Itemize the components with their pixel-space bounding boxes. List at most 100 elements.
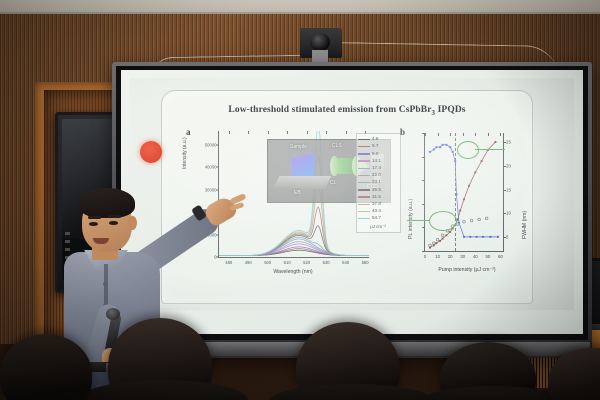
panel-b-axes: 0 10 20 30 40 50 60 5 10 15 20 25 (407, 133, 511, 259)
legend-entry: 22.0 (358, 172, 398, 179)
slide-title-text: Low-threshold stimulated emission from C… (228, 105, 432, 115)
panel-a-x-tick: 540 (342, 260, 350, 265)
panel-a-legend: 4.5 6.7 9.0 14.1 17.4 22.0 23.1 26.5 31.5 37.8 43.… (356, 133, 401, 234)
panel-b-x-tick: 40 (472, 254, 478, 259)
panel-a-x-tick-mark (248, 131, 250, 134)
panel-b-data-point (449, 146, 452, 149)
legend-label: 14.1 (372, 157, 381, 163)
panel-a-y-tick: 40000 (204, 164, 217, 170)
slide-title-subscript: 3 (431, 108, 436, 117)
panel-a-y-tick-mark (216, 189, 219, 190)
inset-label-cl: CL (330, 180, 337, 186)
legend-label: 26.5 (372, 186, 381, 192)
panel-b-left-y-tick-mark (422, 203, 425, 205)
panel-b-open-data-point (441, 233, 445, 237)
panel-b-x-tick-mark (437, 133, 439, 136)
panel-b-left-y-tick-mark (422, 227, 425, 229)
panel-b-open-data-point (456, 222, 460, 226)
inset-beam (338, 158, 354, 174)
panel-b-data-point (481, 235, 484, 238)
panel-b-data-point (459, 209, 462, 212)
speaker-hair (79, 188, 135, 218)
panel-a-y-tick: 10000 (204, 232, 217, 237)
legend-swatch (358, 174, 370, 177)
legend-swatch (358, 138, 370, 141)
panel-b-data-point (480, 160, 483, 163)
legend-swatch (358, 217, 370, 220)
panel-b-right-y-tick-mark (503, 236, 506, 238)
panel-a-curves (219, 131, 369, 257)
panel-b-data-point (435, 146, 438, 149)
legend-swatch (358, 167, 370, 170)
panel-a-x-tick-mark (287, 131, 289, 134)
panel-b-x-tick: 30 (460, 254, 466, 259)
inset-label-cls: CLS (332, 143, 342, 149)
panel-b-data-point (429, 150, 431, 153)
legend-entry: 17.4 (358, 165, 398, 172)
panel-b-open-data-point (462, 220, 466, 224)
projected-slide: Low-threshold stimulated emission from C… (161, 90, 533, 304)
panel-b-open-data-point (477, 217, 481, 222)
ceiling-seam (0, 12, 600, 14)
panel-b-open-data-point (432, 241, 436, 245)
legend-label: 31.5 (372, 193, 381, 199)
panel-b-letter: b (400, 127, 406, 137)
panel-b-right-y-tick-mark (503, 189, 506, 191)
legend-entry: 26.5 (358, 186, 398, 193)
speaker-mouth (93, 238, 109, 244)
legend-entry: 43.4 (358, 208, 398, 215)
legend-entry: 31.5 (358, 194, 398, 201)
panel-a-x-tick-mark (306, 131, 308, 134)
panel-b-data-point (469, 235, 472, 238)
speaker-ear (128, 216, 137, 230)
panel-b-open-data-point (435, 238, 440, 242)
legend-label: 4.5 (372, 136, 379, 142)
legend-swatch (358, 160, 370, 162)
panel-a-spectrum-curve (219, 225, 369, 257)
panel-a-y-tick: 50000 (204, 142, 217, 147)
threshold-line (455, 133, 457, 251)
audience-head (0, 334, 92, 400)
panel-a-y-tick-mark (216, 234, 219, 235)
legend-entry: 14.1 (358, 158, 398, 165)
legend-label: 22.0 (372, 172, 381, 178)
panel-b-open-data-point (428, 243, 432, 247)
panel-b-open-data-point (469, 219, 474, 223)
legend-swatch (358, 203, 370, 205)
panel-a-x-tick-mark (228, 131, 230, 134)
panel-a-spectrum-curve (219, 249, 369, 257)
panel-b-right-y-tick: 15 (506, 187, 511, 193)
legend-label: 6.7 (372, 143, 379, 149)
panel-b-y-axis-label: PL intensity (a.u.) (408, 198, 414, 239)
inset-label-eb: EB (294, 190, 301, 196)
panel-b-left-y-tick-mark (422, 180, 425, 182)
legend-entry: 37.8 (358, 201, 398, 208)
panel-a-x-tick: 480 (225, 260, 233, 265)
slide-title-suffix: IPQDs (435, 105, 466, 115)
panel-b: b PL intensity (a.u.) FWHM (nm) 0 10 20 30 4… (398, 127, 530, 291)
panel-b-data-point (489, 235, 492, 238)
panel-b-right-y-tick-mark (503, 166, 506, 168)
panel-b-data-point (451, 227, 454, 230)
panel-b-x-tick-mark (487, 133, 489, 136)
legend-label: 23.1 (372, 179, 381, 185)
legend-entry: 54.7 (358, 215, 398, 222)
panel-a-y-tick-mark (216, 166, 219, 168)
panel-b-data-point (429, 246, 431, 249)
panel-a-spectrum-curve (219, 248, 369, 257)
panel-b-data-point (445, 234, 448, 237)
inset-lens-1 (330, 156, 339, 176)
panel-b-x-tick-mark (475, 133, 477, 136)
panel-b-x-tick-mark (425, 133, 426, 136)
audience-shoulders (78, 380, 248, 400)
guide-arrow-left (407, 220, 429, 221)
panel-a-spectrum-curve (219, 243, 369, 257)
projector-lens (310, 33, 330, 51)
panel-b-x-tick-mark (450, 133, 452, 136)
panel-b-data-point (474, 171, 477, 174)
speaker-eye-left (89, 222, 98, 226)
panel-a-x-tick: 520 (303, 260, 311, 265)
panel-a-y-tick: 0 (214, 255, 219, 260)
panel-b-data-point (432, 244, 435, 247)
guide-arrow-right (475, 149, 505, 150)
